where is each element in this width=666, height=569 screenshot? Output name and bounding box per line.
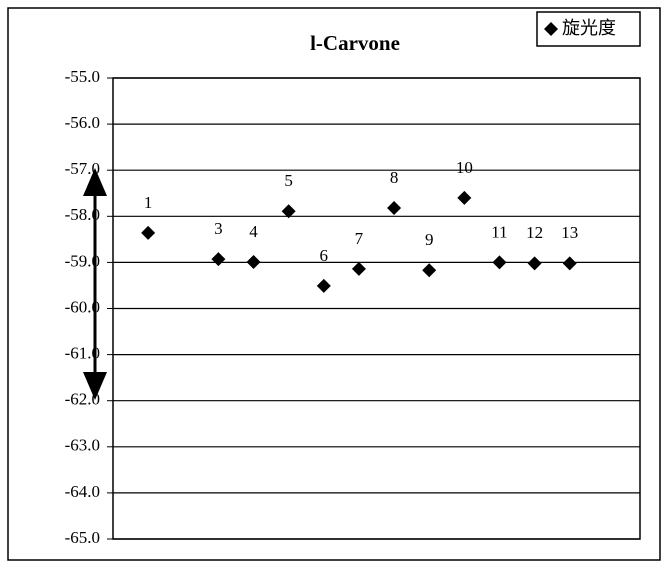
data-point xyxy=(211,252,226,267)
y-tick-label: -57.0 xyxy=(65,159,100,178)
data-point xyxy=(387,201,402,216)
y-tick-label: -60.0 xyxy=(65,297,100,316)
legend-marker xyxy=(544,22,558,36)
data-label: 1 xyxy=(144,193,153,212)
data-point xyxy=(246,254,261,269)
data-point xyxy=(457,190,472,205)
data-label: 4 xyxy=(249,222,258,241)
data-point xyxy=(351,261,366,276)
data-point xyxy=(492,255,507,270)
y-tick-label: -62.0 xyxy=(65,390,100,409)
data-label: 7 xyxy=(355,229,364,248)
data-label: 3 xyxy=(214,219,223,238)
data-point xyxy=(316,278,331,293)
data-label: 12 xyxy=(526,223,543,242)
data-point xyxy=(281,204,296,219)
data-label: 8 xyxy=(390,168,399,187)
data-label: 13 xyxy=(561,223,578,242)
data-label: 11 xyxy=(491,222,507,241)
data-point xyxy=(141,225,156,240)
y-tick-label: -59.0 xyxy=(65,251,100,270)
data-label: 10 xyxy=(456,158,473,177)
data-label: 6 xyxy=(320,246,329,265)
y-tick-label: -58.0 xyxy=(65,205,100,224)
y-tick-label: -55.0 xyxy=(65,67,100,86)
range-arrow xyxy=(83,168,107,400)
legend: 旋光度 xyxy=(536,11,641,47)
data-point xyxy=(562,256,577,271)
chart-title: l-Carvone xyxy=(310,31,400,55)
y-tick-label: -61.0 xyxy=(65,344,100,363)
y-tick-label: -56.0 xyxy=(65,113,100,132)
y-tick-label: -65.0 xyxy=(65,528,100,547)
y-tick-label: -63.0 xyxy=(65,436,100,455)
data-point xyxy=(422,263,437,278)
legend-label: 旋光度 xyxy=(562,18,616,38)
data-point xyxy=(527,256,542,271)
data-label: 5 xyxy=(284,171,293,190)
y-tick-label: -64.0 xyxy=(65,482,100,501)
data-label: 9 xyxy=(425,230,434,249)
